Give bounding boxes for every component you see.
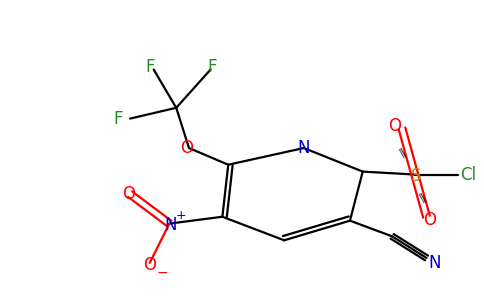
Text: O: O: [181, 139, 194, 157]
Text: +: +: [176, 209, 186, 222]
Text: N: N: [298, 139, 310, 157]
Text: N: N: [164, 216, 177, 234]
Text: O: O: [423, 211, 436, 229]
Text: N: N: [428, 254, 440, 272]
Text: F: F: [208, 58, 217, 76]
Text: ‖: ‖: [397, 146, 407, 158]
Text: F: F: [114, 110, 123, 128]
Text: O: O: [121, 185, 135, 203]
Text: O: O: [388, 117, 401, 135]
Text: O: O: [143, 256, 156, 274]
Text: ‖: ‖: [418, 191, 427, 203]
Text: −: −: [157, 266, 168, 280]
Text: F: F: [145, 58, 154, 76]
Text: Cl: Cl: [460, 166, 476, 184]
Text: S: S: [410, 167, 421, 184]
